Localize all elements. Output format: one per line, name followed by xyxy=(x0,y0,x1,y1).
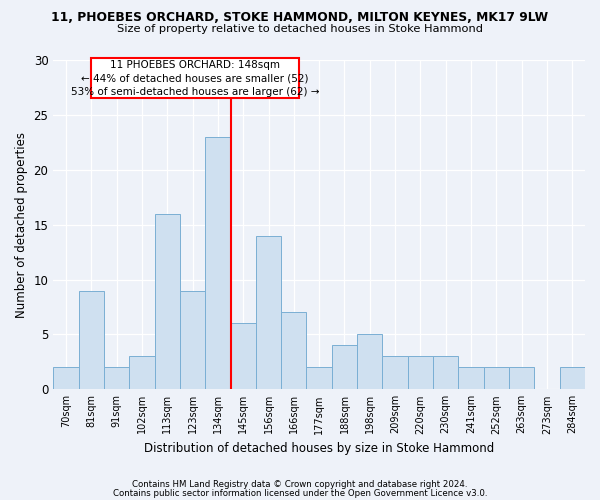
Bar xyxy=(458,368,484,390)
Bar xyxy=(357,334,382,390)
Text: ← 44% of detached houses are smaller (52): ← 44% of detached houses are smaller (52… xyxy=(82,73,309,83)
Text: Contains public sector information licensed under the Open Government Licence v3: Contains public sector information licen… xyxy=(113,490,487,498)
Bar xyxy=(79,290,104,390)
Text: 53% of semi-detached houses are larger (62) →: 53% of semi-detached houses are larger (… xyxy=(71,86,319,97)
Text: Contains HM Land Registry data © Crown copyright and database right 2024.: Contains HM Land Registry data © Crown c… xyxy=(132,480,468,489)
Bar xyxy=(433,356,458,390)
Text: 11 PHOEBES ORCHARD: 148sqm: 11 PHOEBES ORCHARD: 148sqm xyxy=(110,60,280,70)
Text: 11, PHOEBES ORCHARD, STOKE HAMMOND, MILTON KEYNES, MK17 9LW: 11, PHOEBES ORCHARD, STOKE HAMMOND, MILT… xyxy=(52,11,548,24)
Bar xyxy=(256,236,281,390)
Y-axis label: Number of detached properties: Number of detached properties xyxy=(15,132,28,318)
Bar xyxy=(560,368,585,390)
Bar xyxy=(180,290,205,390)
Bar xyxy=(205,137,230,390)
Bar xyxy=(155,214,180,390)
Bar xyxy=(509,368,535,390)
Bar xyxy=(307,368,332,390)
Bar xyxy=(104,368,129,390)
Bar xyxy=(408,356,433,390)
Bar xyxy=(484,368,509,390)
FancyBboxPatch shape xyxy=(91,58,299,98)
Bar xyxy=(129,356,155,390)
Bar xyxy=(281,312,307,390)
X-axis label: Distribution of detached houses by size in Stoke Hammond: Distribution of detached houses by size … xyxy=(144,442,494,455)
Bar xyxy=(53,368,79,390)
Bar xyxy=(382,356,408,390)
Bar xyxy=(230,324,256,390)
Text: Size of property relative to detached houses in Stoke Hammond: Size of property relative to detached ho… xyxy=(117,24,483,34)
Bar xyxy=(332,346,357,390)
